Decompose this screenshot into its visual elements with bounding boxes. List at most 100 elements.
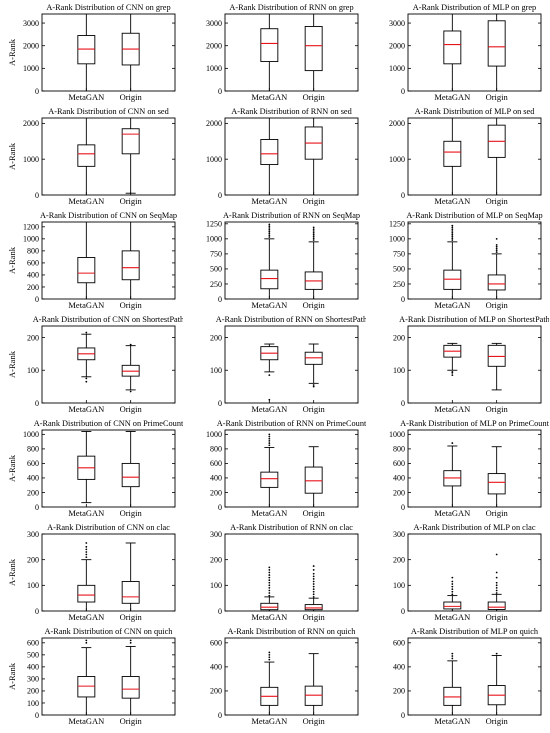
iqr-box (77, 584, 96, 603)
outlier-point (312, 583, 315, 585)
box-origin (487, 118, 506, 195)
plot-frame (41, 637, 176, 716)
outlier-point (495, 249, 498, 252)
y-tick-label: 0 (401, 87, 405, 96)
boxplot-chart: A-Rank Distribution of RNN on grep 0 1000 2… (206, 3, 359, 102)
chart-title: A-Rank Distribution of RNN on grep (229, 3, 353, 12)
x-tick-label: MetaGAN (434, 92, 470, 102)
x-tick-label: Origin (120, 716, 143, 726)
y-tick-label: 1250 (389, 220, 405, 229)
outlier-point (268, 653, 271, 656)
box-origin (304, 446, 323, 507)
outlier-point (312, 230, 315, 232)
y-axis-label: A-Rank (7, 142, 17, 170)
x-tick-label: Origin (486, 716, 509, 726)
chart-panel: A-Rank Distribution of CNN on sed A-Rank 0… (0, 104, 183, 208)
box-origin (487, 446, 506, 507)
outlier-point (268, 225, 271, 228)
y-tick-label: 200 (27, 687, 39, 696)
iqr-box (77, 676, 96, 698)
y-tick-label: 800 (393, 445, 405, 454)
outlier-point (268, 658, 271, 661)
chart-title: A-Rank Distribution of MLP on clac (413, 523, 535, 532)
outlier-point (268, 581, 271, 584)
x-tick-label: Origin (120, 404, 143, 414)
outlier-point (268, 574, 271, 576)
outlier-point (495, 553, 498, 556)
plot-frame (407, 533, 542, 612)
y-tick-label: 200 (210, 687, 222, 696)
box-metagan (77, 542, 96, 611)
box-metagan (443, 118, 462, 195)
boxplot-chart: A-Rank Distribution of RNN on PrimeCount… (206, 419, 367, 518)
chart-panel: A-Rank Distribution of RNN on quich 0 200 4… (183, 624, 366, 728)
x-tick-label: Origin (486, 92, 509, 102)
plot-frame (41, 533, 176, 612)
y-axis-label: A-Rank (7, 38, 17, 66)
box-metagan (260, 223, 279, 299)
iqr-box (260, 28, 279, 63)
y-tick-label: 1000 (23, 235, 39, 244)
outlier-point (495, 581, 498, 584)
outlier-point (451, 230, 454, 232)
outlier-point (268, 651, 271, 654)
outlier-point (495, 247, 498, 250)
outlier-point (268, 433, 271, 436)
iqr-box (443, 686, 462, 706)
x-tick-label: MetaGAN (68, 508, 104, 518)
x-tick-label: MetaGAN (68, 196, 104, 206)
x-tick-label: Origin (303, 716, 326, 726)
chart-panel: A-Rank Distribution of CNN on ShortestPa… (0, 312, 185, 416)
y-tick-label: 1200 (23, 223, 39, 232)
plot-frame (407, 429, 542, 508)
y-tick-label: 400 (210, 474, 222, 483)
box-metagan (77, 14, 96, 91)
box-origin (304, 14, 323, 91)
outlier-point (451, 585, 454, 588)
outlier-point (268, 579, 271, 582)
y-tick-label: 1000 (206, 64, 222, 73)
y-tick-label: 800 (210, 445, 222, 454)
outlier-point (312, 239, 315, 241)
box-origin (121, 222, 140, 299)
plot-frame (407, 221, 542, 300)
x-tick-label: Origin (486, 612, 509, 622)
outlier-point (312, 569, 315, 571)
y-tick-label: 0 (218, 87, 222, 96)
outlier-point (85, 556, 88, 558)
y-tick-label: 0 (218, 295, 222, 304)
plot-frame (407, 325, 542, 404)
y-tick-label: 200 (27, 488, 39, 497)
x-tick-label: Origin (303, 300, 326, 310)
y-tick-label: 250 (393, 280, 405, 289)
outlier-point (268, 569, 271, 571)
y-tick-label: 250 (210, 280, 222, 289)
outlier-point (268, 437, 271, 440)
boxplot-chart: A-Rank Distribution of RNN on sed 0 1000 20… (206, 107, 359, 206)
x-tick-label: MetaGAN (434, 404, 470, 414)
box-origin (121, 639, 140, 715)
outlier-point (495, 237, 498, 240)
y-tick-label: 0 (401, 607, 405, 616)
x-tick-label: MetaGAN (251, 612, 287, 622)
outlier-point (495, 251, 498, 253)
chart-title: A-Rank Distribution of RNN on clac (230, 523, 353, 532)
boxplot-chart: A-Rank Distribution of CNN on quich A-Ran… (7, 627, 176, 726)
outlier-point (85, 551, 88, 553)
y-tick-label: 100 (210, 581, 222, 590)
outlier-point (268, 236, 271, 238)
boxplot-chart: A-Rank Distribution of CNN on clac A-Rank… (7, 523, 176, 622)
plot-frame (407, 13, 542, 92)
outlier-point (268, 571, 271, 574)
x-tick-label: Origin (120, 196, 143, 206)
y-tick-label: 0 (218, 711, 222, 720)
plot-frame (224, 533, 359, 612)
outlier-point (268, 227, 271, 229)
outlier-point (268, 444, 271, 447)
iqr-box (487, 601, 506, 610)
iqr-box (77, 257, 96, 284)
box-metagan (260, 433, 279, 507)
outlier-point (312, 585, 315, 588)
y-tick-label: 300 (27, 530, 39, 539)
